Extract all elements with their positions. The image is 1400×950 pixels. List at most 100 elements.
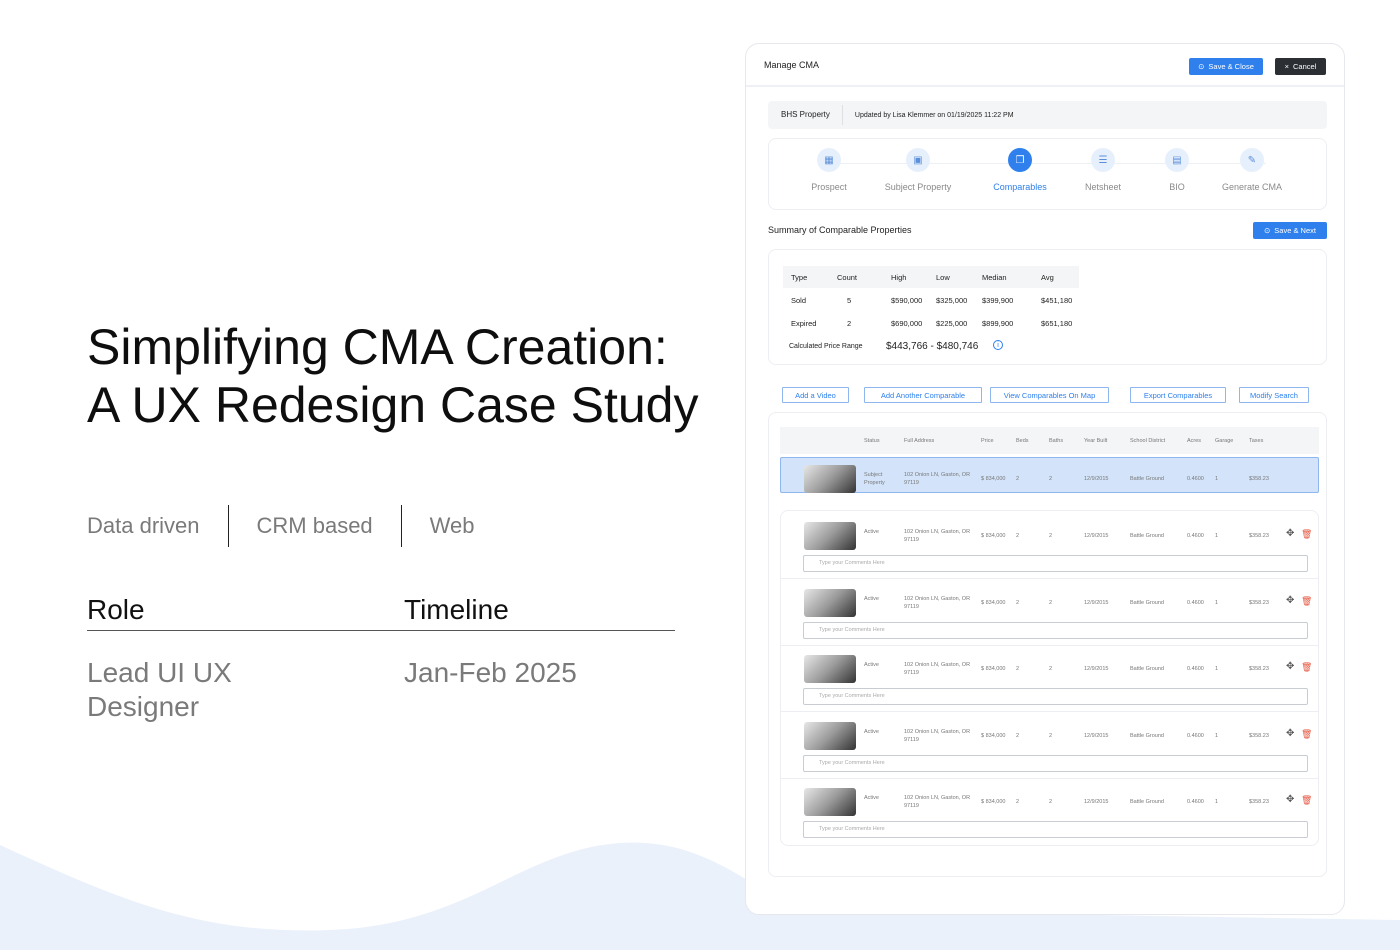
summary-cell: $590,000 [891, 295, 923, 305]
bio-icon: ▤ [1165, 148, 1189, 172]
summary-cell: $690,000 [891, 318, 923, 328]
cell-price: $ 834,000 [981, 666, 1006, 673]
column-header-status[interactable]: Status [864, 438, 880, 444]
step-comparables[interactable]: ❐ Comparables [970, 148, 1070, 192]
comment-input[interactable]: Type your Comments Here [803, 555, 1308, 572]
step-label: Netsheet [1084, 182, 1122, 192]
updated-info: Updated by Lisa Klemmer on 01/19/2025 11… [854, 111, 1014, 119]
cell-address: 102 Onion LN, Gaston, OR 97119 [904, 472, 971, 486]
cell-address: 102 Onion LN, Gaston, OR 97119 [904, 529, 971, 543]
column-header-full-address[interactable]: Full Address [904, 438, 935, 444]
summary-row: Sold 5 $590,000 $325,000 $399,900 $451,180 [783, 289, 1079, 311]
comment-input[interactable]: Type your Comments Here [803, 688, 1308, 706]
action-button-view-comparables-on-map[interactable]: View Comparables On Map [990, 387, 1109, 403]
cell-acres: 0.4600 [1187, 476, 1204, 482]
step-label: Generate CMA [1221, 182, 1283, 192]
cell-status: Active [864, 795, 879, 802]
action-button-add-another-comparable[interactable]: Add Another Comparable [864, 387, 982, 403]
column-header-acres[interactable]: Acres [1187, 438, 1202, 444]
summary-title: Summary of Comparable Properties [768, 225, 912, 235]
property-thumbnail [804, 788, 856, 817]
summary-header: Count [837, 272, 858, 282]
action-button-modify-search[interactable]: Modify Search [1239, 387, 1309, 403]
comment-input[interactable]: Type your Comments Here [803, 754, 1308, 772]
cell-baths: 2 [1049, 476, 1053, 482]
cell-year: 12/9/2015 [1084, 599, 1109, 606]
cell-status: Active [864, 662, 879, 669]
divider [87, 630, 675, 631]
cell-school: Battle Ground [1130, 599, 1164, 606]
manage-cma-panel: Manage CMA ⊙ Save & Close × Cancel BHS Pro… [745, 43, 1345, 915]
cell-price: $ 834,000 [981, 476, 1006, 482]
column-header-taxes[interactable]: Taxes [1249, 438, 1264, 444]
comment-input[interactable]: Type your Comments Here [803, 821, 1308, 839]
move-icon[interactable]: ✥ [1286, 727, 1295, 739]
price-range-value: $443,766 - $480,746 [886, 341, 979, 352]
page-title: Simplifying CMA Creation: A UX Redesign … [87, 319, 699, 433]
column-header-price[interactable]: Price [981, 438, 994, 444]
row-divider [780, 644, 1319, 646]
cell-acres: 0.4600 [1187, 533, 1204, 539]
cell-taxes: $358.23 [1249, 666, 1269, 673]
save-next-button[interactable]: ⊙ Save & Next [1253, 222, 1327, 239]
delete-icon[interactable]: 🗑 [1301, 662, 1313, 673]
property-name: BHS Property [768, 105, 843, 125]
cell-address: 102 Onion LN, Gaston, OR 97119 [904, 728, 971, 743]
summary-header: Median [982, 272, 1007, 282]
action-button-export-comparables[interactable]: Export Comparables [1130, 387, 1226, 403]
cell-garage: 1 [1215, 732, 1219, 739]
property-thumbnail [804, 655, 856, 684]
comparables-icon: ❐ [1008, 148, 1032, 172]
subject-row[interactable] [780, 457, 1319, 493]
stepper [768, 138, 1327, 210]
cell-baths: 2 [1049, 799, 1053, 806]
step-bio[interactable]: ▤ BIO [1127, 148, 1227, 192]
action-button-add-a-video[interactable]: Add a Video [782, 387, 849, 403]
step-label: Subject Property [884, 182, 952, 192]
cell-year: 12/9/2015 [1084, 799, 1109, 806]
info-icon[interactable]: i [993, 340, 1003, 350]
next-icon: ⊙ [1264, 226, 1271, 235]
move-icon[interactable]: ✥ [1286, 661, 1295, 673]
move-icon[interactable]: ✥ [1286, 528, 1295, 539]
tag-list: Data driven CRM based Web [87, 505, 475, 547]
generate-icon: ✎ [1240, 148, 1264, 172]
cell-taxes: $358.23 [1249, 599, 1269, 606]
move-icon[interactable]: ✥ [1286, 594, 1295, 606]
timeline-heading: Timeline [404, 594, 509, 625]
delete-icon[interactable]: 🗑 [1301, 795, 1313, 806]
netsheet-icon: ☰ [1091, 148, 1115, 172]
save-close-button[interactable]: ⊙ Save & Close [1189, 58, 1263, 75]
cell-baths: 2 [1049, 599, 1053, 606]
cancel-button[interactable]: × Cancel [1275, 58, 1326, 75]
property-thumbnail [804, 721, 856, 750]
step-prospect[interactable]: ▦ Prospect [779, 148, 879, 192]
cell-beds: 2 [1016, 666, 1020, 673]
summary-table: Type Count High Low Median Avg Sold 5 $590,000 $3… [783, 266, 1079, 334]
step-subject-property[interactable]: ▣ Subject Property [868, 148, 968, 192]
column-header-garage[interactable]: Garage [1215, 438, 1234, 444]
cell-year: 12/9/2015 [1084, 666, 1109, 673]
move-icon[interactable]: ✥ [1286, 794, 1295, 806]
summary-header: Low [936, 272, 950, 282]
summary-header-row: Type Count High Low Median Avg [783, 266, 1079, 288]
comment-input[interactable]: Type your Comments Here [803, 621, 1308, 639]
delete-icon[interactable]: 🗑 [1301, 728, 1313, 739]
cell-taxes: $358.23 [1249, 476, 1269, 482]
delete-icon[interactable]: 🗑 [1301, 595, 1313, 606]
delete-icon[interactable]: 🗑 [1301, 529, 1313, 539]
column-header-year-built[interactable]: Year Built [1084, 438, 1108, 444]
cell-baths: 2 [1049, 533, 1053, 539]
step-label: Prospect [811, 182, 847, 192]
column-header-beds[interactable]: Beds [1016, 438, 1029, 444]
cell-acres: 0.4600 [1187, 799, 1204, 806]
step-generate-cma[interactable]: ✎ Generate CMA [1202, 148, 1302, 192]
cell-year: 12/9/2015 [1084, 533, 1109, 539]
cell-beds: 2 [1016, 599, 1020, 606]
column-header-school-district[interactable]: School District [1130, 438, 1166, 444]
row-divider [780, 777, 1319, 779]
column-header-baths[interactable]: Baths [1049, 438, 1064, 444]
step-netsheet[interactable]: ☰ Netsheet [1053, 148, 1153, 192]
cell-status: Active [864, 595, 879, 602]
cell-acres: 0.4600 [1187, 732, 1204, 739]
